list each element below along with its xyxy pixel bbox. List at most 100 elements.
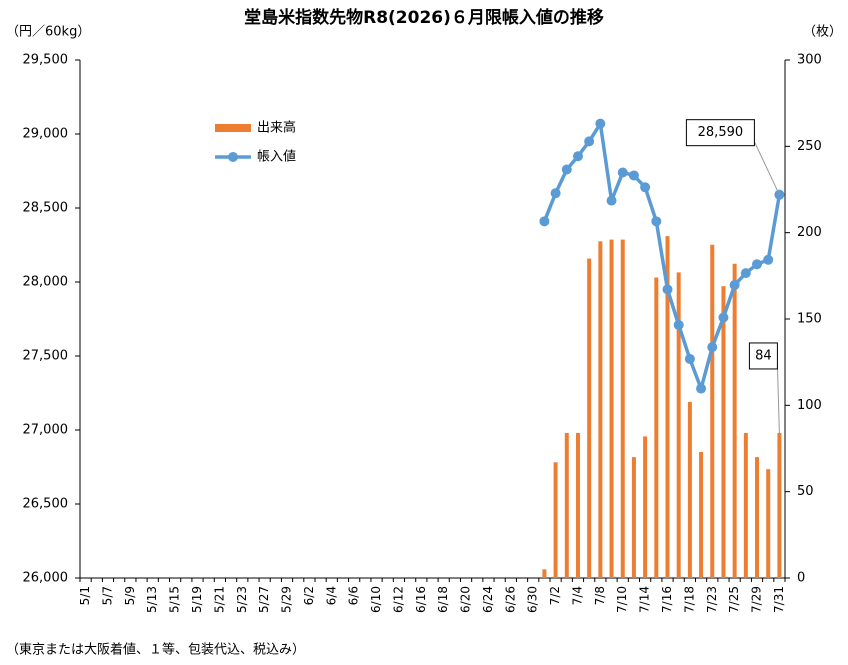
line <box>542 121 782 391</box>
legend-marker <box>228 152 238 162</box>
line-marker <box>550 188 561 199</box>
y-tick-label: 29,000 <box>23 127 69 142</box>
bar <box>542 569 547 578</box>
x-tick-label: 7/14 <box>638 586 652 613</box>
x-tick-label: 7/25 <box>727 586 741 613</box>
line-marker <box>606 195 617 206</box>
data-label: 84 <box>755 348 772 363</box>
bar <box>676 272 681 578</box>
y2-tick-label: 150 <box>797 312 822 327</box>
x-tick-label: 6/4 <box>324 586 338 605</box>
line-marker <box>561 164 572 175</box>
x-tick-label: 5/7 <box>100 586 114 605</box>
bar <box>553 462 558 578</box>
x-tick-label: 7/31 <box>772 586 786 613</box>
line-marker <box>673 319 684 330</box>
bar <box>587 258 592 578</box>
y2-tick-label: 200 <box>797 225 822 240</box>
y2-tick-label: 50 <box>797 484 814 499</box>
bar <box>732 263 737 578</box>
line-marker <box>617 167 628 178</box>
footnote: （東京または大阪着値、１等、包装代込、税込み） <box>6 642 305 658</box>
line-marker <box>696 383 707 394</box>
x-tick-label: 7/8 <box>593 586 607 605</box>
y2-axis-label: （枚） <box>803 25 842 40</box>
y-tick-label: 28,500 <box>23 201 69 216</box>
y-tick-label: 26,000 <box>23 571 69 586</box>
x-tick-label: 7/16 <box>660 586 674 613</box>
line-marker <box>718 312 729 323</box>
line-marker <box>684 353 695 364</box>
x-tick-label: 5/27 <box>257 586 271 613</box>
line-marker <box>640 182 651 193</box>
bar <box>755 457 760 578</box>
x-tick-label: 6/30 <box>526 586 540 613</box>
x-tick-label: 5/13 <box>145 586 159 613</box>
callout-box <box>685 119 755 147</box>
x-tick-label: 5/9 <box>123 586 137 605</box>
x-tick-label: 6/12 <box>391 586 405 613</box>
x-tick-label: 5/29 <box>280 586 294 613</box>
x-tick-label: 5/23 <box>235 586 249 613</box>
line-marker <box>740 268 751 279</box>
x-tick-label: 7/18 <box>682 586 696 613</box>
y2-tick-label: 0 <box>797 571 805 586</box>
bar <box>766 469 771 578</box>
x-tick-label: 6/24 <box>481 586 495 613</box>
x-tick-label: 7/23 <box>705 586 719 613</box>
line-marker <box>584 136 595 147</box>
line-marker <box>595 118 606 129</box>
bar <box>687 401 692 578</box>
x-tick-label: 6/26 <box>503 586 517 613</box>
x-tick-label: 7/29 <box>750 586 764 613</box>
line-marker <box>628 170 639 181</box>
legend-label: 出来高 <box>257 120 296 136</box>
x-tick-label: 5/19 <box>190 586 204 613</box>
bar <box>631 457 636 578</box>
x-tick-label: 7/10 <box>615 586 629 613</box>
y2-tick-label: 300 <box>797 53 822 68</box>
line-marker <box>662 284 673 295</box>
callout-box <box>748 342 778 370</box>
legend-swatch <box>215 124 251 132</box>
bar <box>665 236 670 578</box>
y-tick-label: 29,500 <box>23 53 69 68</box>
bar <box>575 432 580 578</box>
bar <box>699 451 704 578</box>
bar <box>620 239 625 578</box>
x-tick-label: 6/20 <box>459 586 473 613</box>
x-tick-label: 6/18 <box>436 586 450 613</box>
bar <box>710 244 715 578</box>
y-tick-label: 27,500 <box>23 349 69 364</box>
bar <box>564 432 569 578</box>
line-marker <box>707 342 718 353</box>
x-tick-label: 7/2 <box>548 586 562 605</box>
bar <box>777 432 782 578</box>
bar <box>609 239 614 578</box>
y-tick-label: 27,000 <box>23 423 69 438</box>
y-tick-label: 26,500 <box>23 497 69 512</box>
line-marker <box>539 216 550 227</box>
y2-tick-label: 250 <box>797 139 822 154</box>
line-marker <box>651 216 662 227</box>
line-marker <box>572 151 583 162</box>
bar <box>721 286 726 578</box>
x-tick-label: 6/16 <box>414 586 428 613</box>
x-tick-label: 5/15 <box>168 586 182 613</box>
legend-label: 帳入値 <box>257 149 296 165</box>
bar <box>643 436 648 578</box>
bar <box>654 277 659 578</box>
bar <box>743 432 748 578</box>
bar <box>598 241 603 579</box>
y-tick-label: 28,000 <box>23 275 69 290</box>
callout-leader <box>776 364 780 433</box>
line-marker <box>763 254 774 265</box>
x-tick-label: 7/4 <box>570 586 584 605</box>
data-label: 28,590 <box>698 125 744 140</box>
chart-title: 堂島米指数先物R8(2026)６月限帳入値の推移 <box>244 7 604 28</box>
x-tick-label: 6/2 <box>302 586 316 605</box>
y-axis-label: （円／60kg） <box>6 25 90 40</box>
y2-tick-label: 100 <box>797 398 822 413</box>
